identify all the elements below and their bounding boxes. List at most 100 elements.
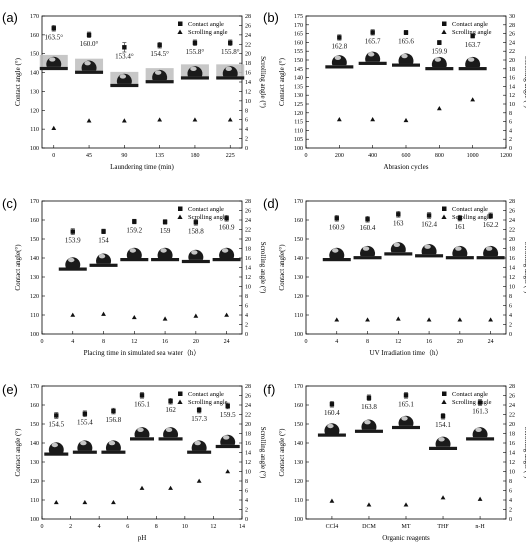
y-tick-label: 160 [30,403,39,409]
y2-tick-label: 14 [245,266,251,272]
data-label: 160.9 [219,223,235,231]
x-tick-label: 4 [98,524,101,530]
x-tick-label: 12 [395,339,401,345]
scrolling-angle-point [403,117,409,123]
legend-entry-scrolling: Scrolling angle [452,399,492,406]
substrate-bar [354,429,383,433]
droplet-highlight [108,440,116,446]
y2-tick-label: 30 [509,14,515,20]
y2-tick-label: 14 [509,451,515,457]
substrate-bar [325,65,354,69]
x-tick-label: 8 [155,524,158,530]
x-tick-label: 0 [305,339,308,345]
scrolling-angle-point [193,313,199,318]
y2-tick-label: 2 [509,137,512,143]
x-tick-label: 0 [305,153,308,159]
panel-2: (b)0 200 400 600 800 1000 12001001051101151201… [263,10,526,171]
y-tick-label: 170 [294,384,303,390]
substrate-bar [384,252,413,256]
y2-tick-label: 24 [245,33,251,39]
scrolling-angle-point [370,117,376,122]
droplet-highlight [165,427,173,432]
x-tick-label: 16 [162,339,168,345]
y2-tick-label: 8 [509,294,512,300]
y2-tick-label: 12 [245,89,251,95]
x-axis-label: Placing time in simulated sea water（h） [84,349,201,357]
scrolling-angle-point [157,117,163,122]
y2-tick-label: 6 [245,489,248,495]
data-label: 160.4 [324,409,340,417]
droplet-highlight [137,427,144,432]
x-tick-label: THF [437,524,449,530]
data-label: 162.2 [483,221,499,229]
panel-label: (a) [2,10,18,25]
contact-angle-point [365,217,370,222]
substrate-bar [72,450,97,454]
y2-axis-label: Scrolling angle (°) [259,427,267,479]
y2-tick-label: 14 [509,266,515,272]
y2-tick-label: 26 [509,32,515,38]
substrate-bar [353,256,382,260]
y2-tick-label: 16 [509,441,515,447]
data-label: 163.7 [465,41,481,49]
y-tick-label: 150 [30,52,39,58]
y2-tick-label: 20 [245,422,251,428]
y-tick-label: 120 [294,294,303,300]
substrate-bar [89,263,118,267]
y2-tick-label: 18 [245,247,251,253]
y2-tick-label: 28 [509,199,515,205]
y2-tick-label: 20 [509,422,515,428]
y2-tick-label: 24 [509,403,515,409]
data-label: 162.8 [331,42,347,50]
contact-angle-point [225,403,230,409]
y2-tick-label: 4 [509,128,512,134]
droplet-highlight [160,248,167,253]
y2-tick-label: 4 [245,498,248,504]
y2-tick-label: 12 [509,93,515,99]
y2-tick-label: 0 [509,517,512,523]
x-axis-label: Laundering time (min) [110,163,174,171]
y-tick-label: 130 [294,460,303,466]
panel-label: (c) [2,196,17,211]
y2-tick-label: 24 [509,40,515,46]
scrolling-angle-point [196,478,202,483]
x-tick-label: 90 [121,153,127,159]
contact-angle-point [457,215,463,221]
y2-tick-label: 2 [245,323,248,329]
y-tick-label: 140 [294,76,303,82]
scrolling-angle-point [162,316,168,321]
data-label: 160.9 [329,223,345,231]
y2-tick-label: 22 [245,413,251,419]
droplet-highlight [401,53,408,59]
y2-tick-label: 2 [245,508,248,514]
y-tick-label: 100 [294,517,303,523]
data-label: 163.5° [44,33,63,41]
data-label: 160.4 [360,224,376,232]
y2-axis-label: Scrolling angle (°) [259,56,267,108]
y2-tick-label: 12 [245,460,251,466]
substrate-bar [392,63,420,67]
y-tick-label: 120 [30,294,39,300]
y-tick-label: 110 [30,498,39,504]
contact-angle-point [337,35,342,40]
scrolling-angle-point [111,499,116,505]
substrate-bar [145,80,174,84]
droplet-highlight [367,52,375,57]
y2-tick-label: 22 [509,49,515,55]
data-label: 154.5 [48,420,64,428]
data-label: 159.9 [431,48,447,56]
substrate-bar [445,256,474,260]
panel-4: (d)0 4 8 12 16 20 2410011012013014015016017002… [263,196,526,357]
y2-tick-label: 6 [245,304,248,310]
y-tick-label: 150 [294,58,303,64]
y-tick-label: 150 [294,422,303,428]
y2-tick-label: 0 [245,332,248,338]
x-axis-label: Organic reagents [382,534,430,542]
scrolling-angle-point [470,97,476,102]
scrolling-angle-point [403,502,409,507]
droplet-highlight [80,440,87,446]
y2-tick-label: 20 [509,58,515,64]
droplet-highlight [223,435,230,440]
substrate-bar [44,452,69,456]
droplet-highlight [225,66,232,72]
